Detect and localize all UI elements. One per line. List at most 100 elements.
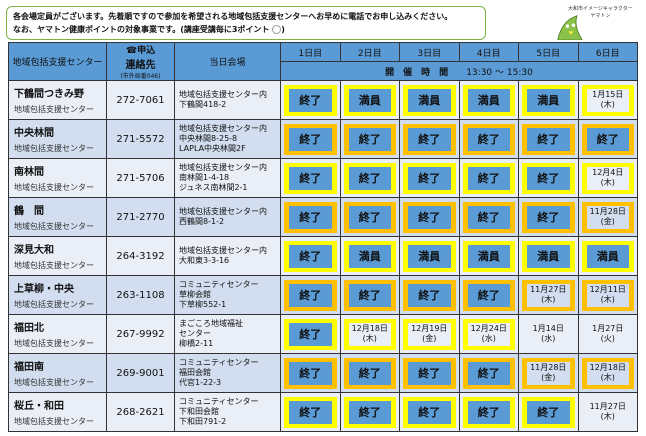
status-badge: 終了 bbox=[289, 400, 332, 424]
table-row: 中央林間 地域包括支援センター 271-5572 地域包括支援センター内 中央林間8-2… bbox=[8, 119, 638, 159]
table-row: 下鶴間つきみ野 地域包括支援センター 272-7061 地域包括支援センター内 下鶴間4… bbox=[8, 80, 638, 120]
header-day-4: 4日目 bbox=[458, 42, 519, 62]
day-3-cell: 終了 bbox=[399, 158, 460, 198]
date-frame: 12月4日 (木) bbox=[581, 162, 634, 194]
status-badge: 終了 bbox=[527, 127, 570, 151]
status-badge: 終了 bbox=[467, 205, 510, 229]
day-1-cell: 終了 bbox=[280, 158, 341, 198]
status-badge: 終了 bbox=[348, 361, 391, 385]
day-5-cell: 11月27日 (木) bbox=[518, 275, 579, 315]
day-1-cell: 終了 bbox=[280, 314, 341, 354]
session-date: 12月4日 (木) bbox=[586, 166, 629, 190]
date-frame: 12月11日 (木) bbox=[581, 279, 634, 311]
status-frame: 終了 bbox=[462, 357, 515, 389]
day-6-cell: 満員 bbox=[577, 236, 638, 276]
venue-cell: 地域包括支援センター内 大和東3-3-16 bbox=[174, 236, 281, 276]
day-1-cell: 終了 bbox=[280, 353, 341, 393]
session-date: 11月28日 (金) bbox=[586, 205, 629, 229]
day-1-cell: 終了 bbox=[280, 392, 341, 432]
status-badge: 終了 bbox=[527, 166, 570, 190]
phone-cell: 271-2770 bbox=[106, 197, 175, 237]
phone-cell: 268-2621 bbox=[106, 392, 175, 432]
status-badge: 終了 bbox=[408, 283, 451, 307]
center-name-cell: 下鶴間つきみ野 地域包括支援センター bbox=[8, 80, 107, 120]
day-6-cell: 11月28日 (金) bbox=[577, 197, 638, 237]
day-2-cell: 終了 bbox=[339, 275, 400, 315]
notice-bubble: 各会場定員がございます。先着順ですので参加を希望される地域包括支援センターへお早… bbox=[6, 6, 486, 40]
status-badge: 終了 bbox=[467, 283, 510, 307]
phone-cell: 271-5706 bbox=[106, 158, 175, 198]
day-4-cell: 終了 bbox=[458, 392, 519, 432]
day-1-cell: 終了 bbox=[280, 236, 341, 276]
status-frame: 終了 bbox=[522, 201, 575, 233]
day-5-cell: 終了 bbox=[518, 119, 579, 159]
status-frame: 終了 bbox=[284, 396, 337, 428]
day-2-cell: 終了 bbox=[339, 158, 400, 198]
session-date: 12月18日 (木) bbox=[586, 361, 629, 385]
status-frame: 終了 bbox=[462, 123, 515, 155]
status-badge: 終了 bbox=[289, 205, 332, 229]
status-badge: 終了 bbox=[289, 322, 332, 346]
session-date: 12月18日 (木) bbox=[348, 322, 391, 346]
day-3-cell: 満員 bbox=[399, 236, 460, 276]
day-3-cell: 終了 bbox=[399, 275, 460, 315]
day-5-cell: 終了 bbox=[518, 392, 579, 432]
session-date: 1月27日 (火) bbox=[592, 324, 624, 343]
status-frame: 満員 bbox=[522, 240, 575, 272]
status-frame: 終了 bbox=[403, 201, 456, 233]
notice-line-1: 各会場定員がございます。先着順ですので参加を希望される地域包括支援センターへお早… bbox=[13, 12, 453, 21]
day-3-cell: 終了 bbox=[399, 353, 460, 393]
status-badge: 終了 bbox=[408, 127, 451, 151]
venue-cell: 地域包括支援センター内 中央林間8-25-8 LAPLA中央林間2F bbox=[174, 119, 281, 159]
status-frame: 終了 bbox=[403, 357, 456, 389]
status-badge: 終了 bbox=[467, 166, 510, 190]
center-name-cell: 福田南 地域包括支援センター bbox=[8, 353, 107, 393]
day-6-cell: 12月11日 (木) bbox=[577, 275, 638, 315]
status-badge: 終了 bbox=[408, 205, 451, 229]
day-4-cell: 終了 bbox=[458, 353, 519, 393]
date-frame: 11月28日 (金) bbox=[581, 201, 634, 233]
status-badge: 満員 bbox=[408, 244, 451, 268]
schedule-table: 地域包括支援センター ☎申込 連絡先 (市外局番046) 当日会場 1日目 2日目 … bbox=[8, 42, 638, 432]
day-6-cell: 12月4日 (木) bbox=[577, 158, 638, 198]
status-frame: 終了 bbox=[403, 162, 456, 194]
day-5-cell: 満員 bbox=[518, 80, 579, 120]
status-badge: 終了 bbox=[289, 88, 332, 112]
day-4-cell: 終了 bbox=[458, 119, 519, 159]
day-4-cell: 満員 bbox=[458, 80, 519, 120]
day-4-cell: 終了 bbox=[458, 158, 519, 198]
venue-cell: コミュニティセンター 福田会館 代官1-22-3 bbox=[174, 353, 281, 393]
venue-cell: まごころ地域福祉 センター 柳橋2-11 bbox=[174, 314, 281, 354]
status-frame: 満員 bbox=[403, 84, 456, 116]
status-badge: 終了 bbox=[289, 361, 332, 385]
status-frame: 終了 bbox=[284, 240, 337, 272]
session-date: 11月27日 (木) bbox=[589, 402, 626, 421]
status-frame: 終了 bbox=[403, 123, 456, 155]
status-frame: 満員 bbox=[343, 84, 396, 116]
venue-cell: 地域包括支援センター内 西鶴間8-1-2 bbox=[174, 197, 281, 237]
day-3-cell: 終了 bbox=[399, 392, 460, 432]
status-badge: 終了 bbox=[467, 127, 510, 151]
date-frame: 11月27日 (木) bbox=[522, 279, 575, 311]
day-6-cell: 1月15日 (木) bbox=[577, 80, 638, 120]
notice-line-2: なお、ヤマトン健康ポイントの対象事業です。(講座受講毎に3ポイント ) bbox=[13, 25, 285, 34]
day-5-cell: 1月14日 (水) bbox=[518, 314, 579, 354]
center-name-cell: 桜丘・和田 地域包括支援センター bbox=[8, 392, 107, 432]
status-badge: 終了 bbox=[289, 244, 332, 268]
header-day-5: 5日目 bbox=[518, 42, 579, 62]
status-frame: 満員 bbox=[343, 240, 396, 272]
venue-cell: 地域包括支援センター内 下鶴間418-2 bbox=[174, 80, 281, 120]
status-frame: 終了 bbox=[462, 162, 515, 194]
center-name-cell: 上草柳・中央 地域包括支援センター bbox=[8, 275, 107, 315]
day-2-cell: 終了 bbox=[339, 119, 400, 159]
center-name-cell: 鶴 間地域包括支援センター bbox=[8, 197, 107, 237]
center-name-cell: 福田北 地域包括支援センター bbox=[8, 314, 107, 354]
venue-cell: コミュニティセンター 下和田会館 下和田791-2 bbox=[174, 392, 281, 432]
table-row: 桜丘・和田 地域包括支援センター 268-2621 コミュニティセンター 下和田会館 下和… bbox=[8, 392, 638, 432]
status-badge: 終了 bbox=[348, 166, 391, 190]
status-badge: 終了 bbox=[289, 127, 332, 151]
center-name-cell: 中央林間 地域包括支援センター bbox=[8, 119, 107, 159]
status-badge: 満員 bbox=[348, 244, 391, 268]
status-frame: 満員 bbox=[462, 240, 515, 272]
day-4-cell: 終了 bbox=[458, 275, 519, 315]
